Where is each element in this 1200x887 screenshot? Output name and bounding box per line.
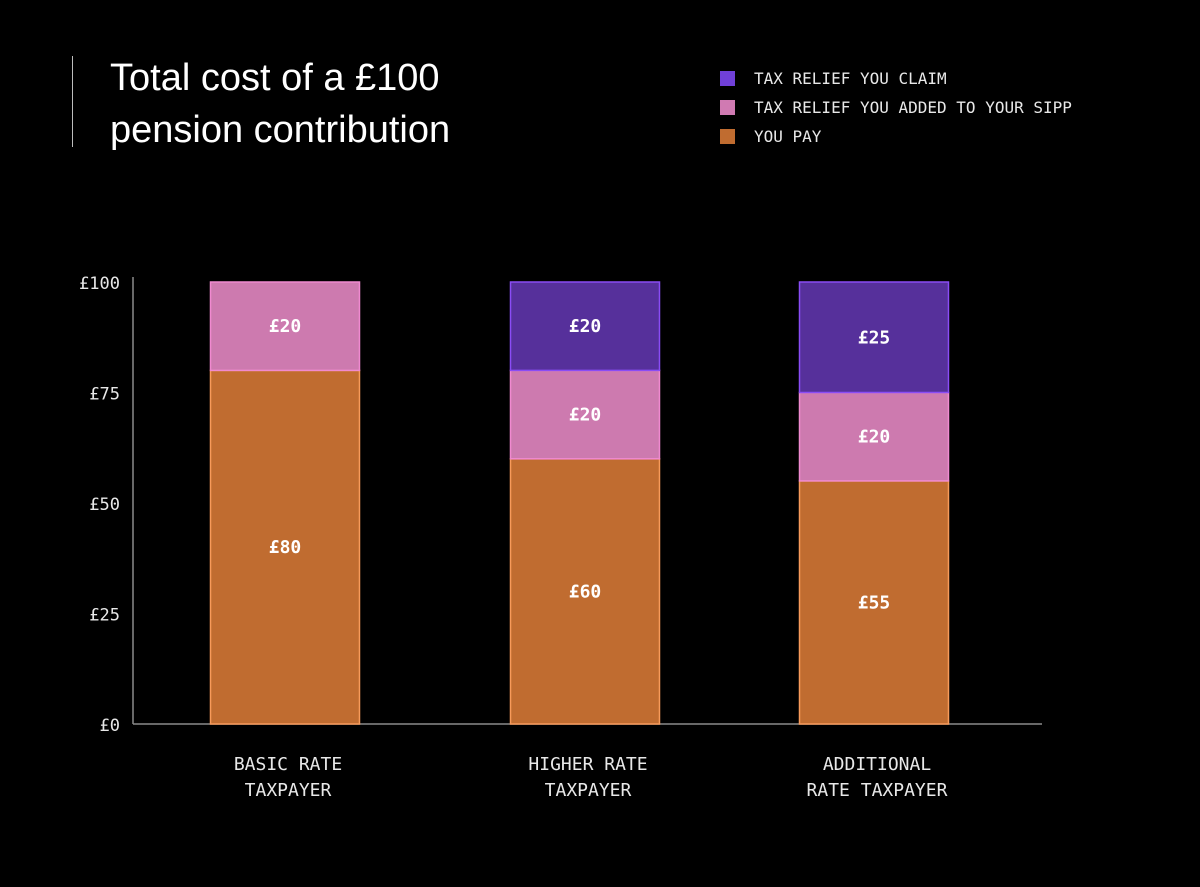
y-tick-label: £100	[79, 274, 120, 294]
y-tick-label: £50	[89, 495, 120, 515]
bar-segment-higher-rate-tax-relief-sipp	[509, 369, 661, 460]
x-category-label-additional-rate: ADDITIONAL	[823, 754, 932, 775]
x-category-label-higher-rate: TAXPAYER	[545, 780, 632, 801]
chart-title-line-2: pension contribution	[110, 109, 451, 151]
x-category-label-basic-rate: BASIC RATE	[234, 754, 342, 775]
chart-title: Total cost of a £100 pension contributio…	[110, 52, 670, 156]
x-category-label-additional-rate: RATE TAXPAYER	[807, 780, 948, 801]
legend-label-tax-relief-sipp: TAX RELIEF YOU ADDED TO YOUR SIPP	[754, 98, 1072, 117]
bar-value-label-higher-rate-you-pay: £60	[569, 581, 602, 602]
legend-swatch-you-pay	[720, 129, 735, 144]
bar-segment-additional-rate-you-pay	[798, 480, 950, 725]
bar-value-label-higher-rate-tax-relief-claim: £20	[569, 316, 602, 337]
chart-legend: TAX RELIEF YOU CLAIM TAX RELIEF YOU ADDE…	[720, 64, 1072, 151]
y-tick-label: £75	[89, 385, 120, 405]
legend-label-you-pay: YOU PAY	[754, 127, 822, 146]
bar-value-label-additional-rate-you-pay: £55	[858, 592, 891, 613]
bar-value-label-additional-rate-tax-relief-sipp: £20	[858, 427, 891, 448]
legend-label-tax-relief-claim: TAX RELIEF YOU CLAIM	[754, 69, 947, 88]
legend-swatch-tax-relief-claim	[720, 71, 735, 86]
legend-swatch-tax-relief-sipp	[720, 100, 735, 115]
bar-value-label-additional-rate-tax-relief-claim: £25	[858, 327, 891, 348]
bar-segment-basic-rate-you-pay	[209, 369, 361, 725]
legend-item-you-pay: YOU PAY	[720, 122, 1072, 151]
legend-item-tax-relief-sipp: TAX RELIEF YOU ADDED TO YOUR SIPP	[720, 93, 1072, 122]
legend-item-tax-relief-claim: TAX RELIEF YOU CLAIM	[720, 64, 1072, 93]
bar-value-label-basic-rate-you-pay: £80	[269, 537, 302, 558]
bar-value-label-basic-rate-tax-relief-sipp: £20	[269, 316, 302, 337]
x-category-label-higher-rate: HIGHER RATE	[528, 754, 647, 775]
x-category-label-basic-rate: TAXPAYER	[245, 780, 332, 801]
y-tick-label: £25	[89, 606, 120, 626]
bar-segment-additional-rate-tax-relief-claim	[798, 281, 950, 394]
y-tick-label: £0	[100, 716, 120, 736]
title-divider	[72, 56, 73, 147]
bar-value-label-higher-rate-tax-relief-sipp: £20	[569, 405, 602, 426]
bar-segment-higher-rate-you-pay	[509, 458, 661, 725]
bar-segment-basic-rate-tax-relief-sipp	[209, 281, 361, 372]
chart-title-line-1: Total cost of a £100	[110, 57, 440, 99]
bar-segment-higher-rate-tax-relief-claim	[509, 281, 661, 372]
bar-segment-additional-rate-tax-relief-sipp	[798, 391, 950, 482]
